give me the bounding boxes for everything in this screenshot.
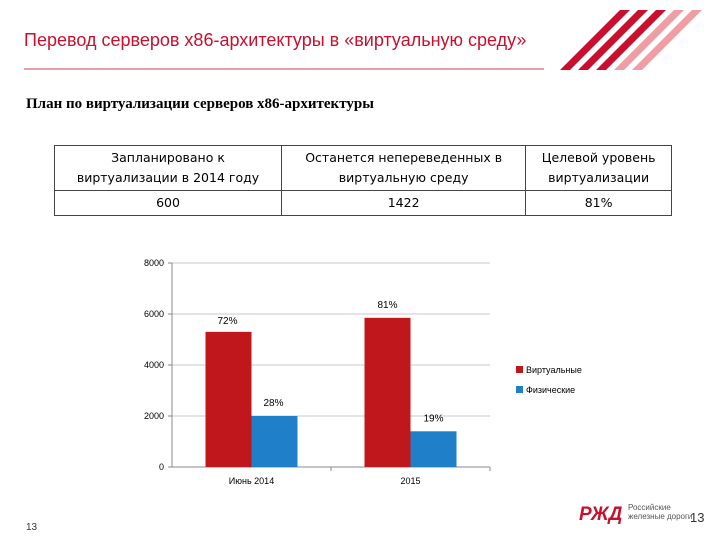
- data-label: 28%: [263, 398, 283, 409]
- data-label: 19%: [423, 413, 443, 424]
- header-target: Целевой уровень виртуализации: [525, 145, 672, 191]
- subtitle: План по виртуализации серверов х86-архит…: [26, 96, 374, 112]
- brand-name-line2: железные дороги: [628, 512, 693, 521]
- header-target-line1: Целевой уровень: [541, 150, 656, 165]
- decorative-stripes: [560, 10, 702, 70]
- x-tick-label: 2015: [400, 476, 420, 486]
- y-tick-label: 6000: [144, 309, 164, 319]
- header-remaining: Останется непереведенных в виртуальную с…: [280, 145, 527, 191]
- bar-physical: [410, 431, 457, 467]
- legend-swatch: [516, 366, 523, 373]
- data-label: 81%: [377, 300, 397, 311]
- header-planned-line2: виртуализации в 2014 году: [76, 170, 260, 185]
- title-rule: [24, 68, 544, 70]
- header-target-line2: виртуализации: [548, 170, 650, 185]
- header-remaining-line1: Останется непереведенных в: [305, 150, 503, 165]
- bar-virtual: [205, 331, 252, 467]
- slide-title: Перевод серверов х86-архитектуры в «вирт…: [24, 30, 527, 50]
- legend-swatch: [516, 386, 523, 393]
- bar-physical: [251, 416, 298, 467]
- y-tick-label: 2000: [144, 411, 164, 421]
- page-number-left: 13: [26, 522, 38, 533]
- legend-label: Физические: [526, 385, 575, 395]
- value-planned: 600: [54, 190, 282, 216]
- y-tick-label: 4000: [144, 360, 164, 370]
- header-remaining-line2: виртуальную среду: [338, 170, 469, 185]
- value-remaining: 1422: [280, 190, 527, 216]
- page-number-right: 13: [690, 510, 705, 525]
- svg-text:РЖД: РЖД: [579, 504, 622, 524]
- brand-name-line1: Российские: [628, 503, 671, 512]
- rzd-logo-icon: РЖД: [579, 504, 622, 524]
- data-label: 72%: [217, 316, 237, 327]
- summary-table: Запланировано к виртуализации в 2014 год…: [54, 145, 672, 216]
- summary-header-row: Запланировано к виртуализации в 2014 год…: [54, 145, 672, 191]
- y-tick-label: 0: [159, 462, 164, 472]
- x-tick-label: Июнь 2014: [229, 476, 274, 486]
- summary-value-row: 600 1422 81%: [54, 190, 672, 216]
- legend-label: Виртуальные: [526, 365, 582, 375]
- header-planned: Запланировано к виртуализации в 2014 год…: [54, 145, 282, 191]
- bar-virtual: [364, 317, 411, 467]
- y-tick-label: 8000: [144, 258, 164, 268]
- brand-name: Российские железные дороги: [628, 503, 692, 521]
- value-target: 81%: [525, 190, 672, 216]
- header-planned-line1: Запланировано к: [111, 150, 225, 165]
